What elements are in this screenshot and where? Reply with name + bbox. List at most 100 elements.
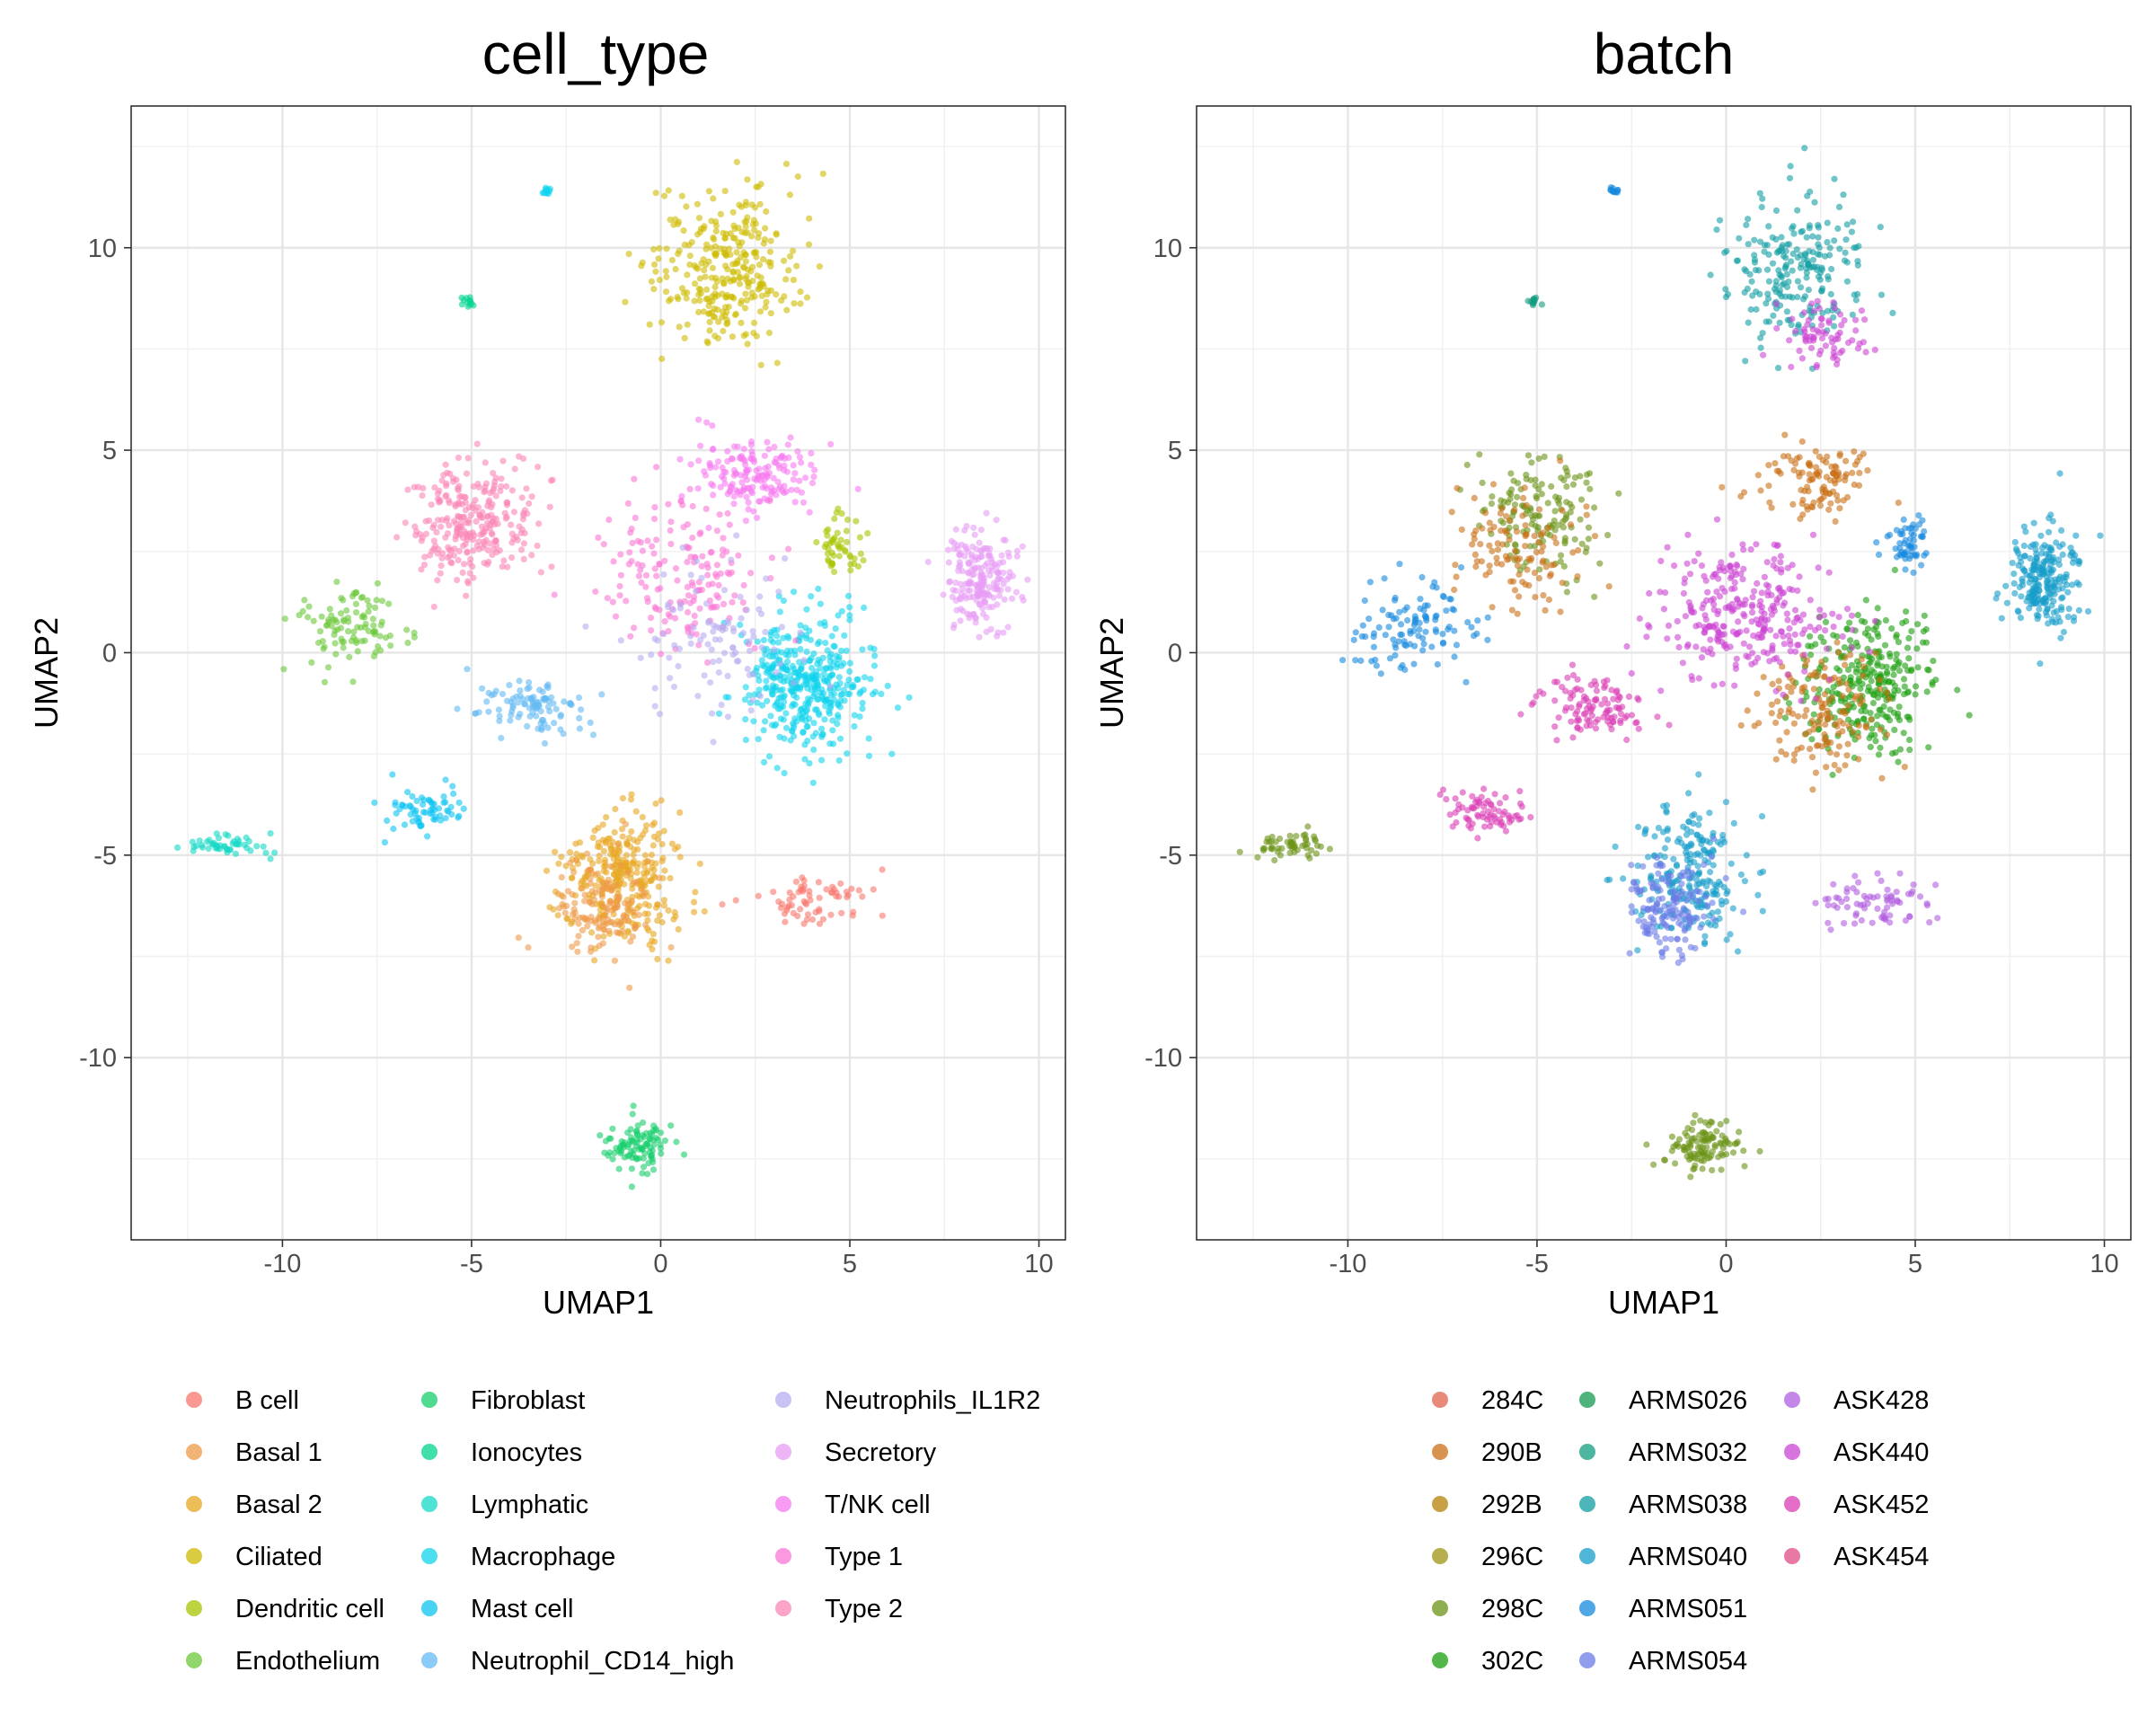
data-point <box>1536 506 1543 513</box>
data-point <box>2037 660 2044 668</box>
data-point <box>2073 579 2081 587</box>
data-point <box>758 644 765 651</box>
data-point <box>466 570 473 577</box>
data-point <box>2065 606 2072 613</box>
data-point <box>1730 819 1737 827</box>
data-point <box>773 632 781 640</box>
data-point <box>1685 921 1692 928</box>
data-point <box>1855 756 1862 763</box>
data-point <box>474 504 482 511</box>
data-point <box>790 724 798 731</box>
data-point <box>490 545 498 553</box>
data-point <box>1806 222 1813 229</box>
data-point <box>548 563 555 571</box>
data-point <box>1713 516 1721 523</box>
data-point <box>1769 645 1776 652</box>
data-point <box>640 1154 647 1162</box>
data-point <box>517 687 524 694</box>
data-point <box>378 618 385 625</box>
data-point <box>658 797 665 804</box>
data-point <box>802 474 809 482</box>
data-point <box>517 546 526 553</box>
data-point <box>783 647 791 655</box>
data-point <box>1778 748 1785 756</box>
data-point <box>734 443 741 450</box>
data-point <box>693 631 700 638</box>
data-point <box>662 288 670 296</box>
data-point <box>833 652 840 659</box>
data-point <box>1866 653 1873 660</box>
data-point <box>2051 590 2058 597</box>
data-point <box>666 654 673 661</box>
data-point <box>774 478 782 486</box>
data-point <box>1807 624 1814 631</box>
data-point <box>1884 713 1891 721</box>
data-point <box>694 693 702 700</box>
data-point <box>650 515 658 523</box>
data-point <box>826 663 834 670</box>
data-point <box>968 551 976 558</box>
data-point <box>1516 800 1524 808</box>
data-point <box>1789 225 1796 232</box>
data-point <box>1765 482 1772 490</box>
data-point <box>952 587 959 595</box>
data-point <box>687 571 694 579</box>
data-point <box>579 854 587 861</box>
data-point <box>730 500 738 508</box>
data-point <box>1001 596 1008 603</box>
data-point <box>838 510 845 518</box>
data-point <box>1719 564 1727 571</box>
data-point <box>1778 628 1785 635</box>
data-point <box>742 258 750 265</box>
data-point <box>785 267 792 274</box>
data-point <box>495 706 503 713</box>
data-point <box>2020 523 2028 530</box>
data-point <box>1678 888 1685 896</box>
data-point <box>741 696 749 703</box>
data-point <box>879 866 886 873</box>
data-point <box>1740 1147 1747 1154</box>
data-point <box>1833 751 1841 758</box>
data-point <box>648 651 655 659</box>
data-point <box>487 540 494 547</box>
data-point <box>1744 707 1751 714</box>
data-point <box>1541 453 1548 460</box>
data-point <box>641 910 649 917</box>
data-point <box>2034 558 2041 565</box>
data-point <box>987 625 994 633</box>
data-point <box>1735 618 1742 625</box>
data-point <box>1828 265 1835 273</box>
data-point <box>782 710 790 717</box>
data-point <box>470 482 477 491</box>
data-point <box>724 457 731 465</box>
data-point <box>1779 589 1786 597</box>
data-point <box>1835 743 1842 750</box>
data-point <box>1829 771 1836 779</box>
data-point <box>813 706 820 713</box>
data-point <box>755 686 763 694</box>
data-point <box>1690 1119 1697 1127</box>
data-point <box>959 586 966 593</box>
data-point <box>663 245 670 252</box>
data-point <box>624 916 632 924</box>
data-point <box>957 580 964 588</box>
data-point <box>1352 629 1359 636</box>
data-point <box>427 810 434 818</box>
data-point <box>924 558 932 566</box>
data-point <box>1806 471 1813 478</box>
data-point <box>800 898 808 905</box>
data-point <box>829 561 836 568</box>
data-point <box>791 470 799 477</box>
data-point <box>751 293 758 300</box>
data-point <box>1754 472 1762 479</box>
data-point <box>1739 908 1747 916</box>
data-point <box>1750 632 1757 640</box>
data-point <box>1773 542 1780 550</box>
data-point <box>1646 930 1653 937</box>
data-point <box>1733 561 1740 569</box>
data-point <box>468 300 475 307</box>
data-point <box>779 452 786 459</box>
data-point <box>442 461 449 468</box>
data-point <box>1515 571 1523 579</box>
data-point <box>640 1163 648 1171</box>
